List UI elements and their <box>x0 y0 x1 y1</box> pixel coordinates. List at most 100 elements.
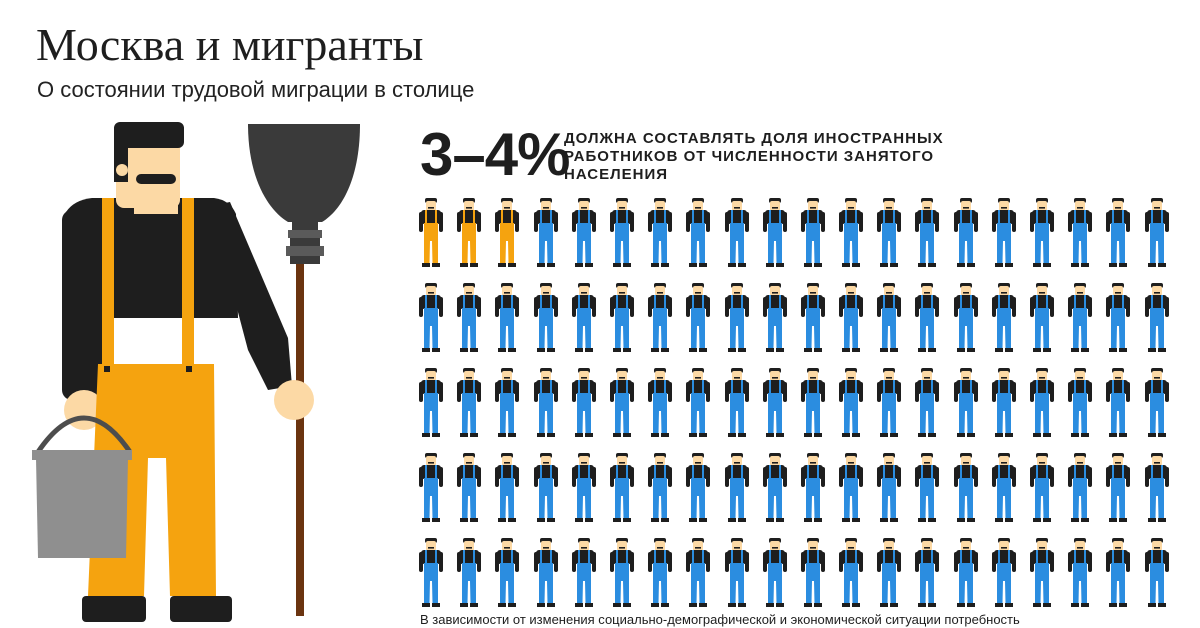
worker-icon <box>418 537 444 609</box>
worker-icon <box>647 197 673 269</box>
worker-icon <box>456 452 482 524</box>
worker-icon <box>914 197 940 269</box>
worker-icon <box>1105 367 1131 439</box>
worker-icon <box>914 537 940 609</box>
worker-icon <box>647 282 673 354</box>
worker-icon <box>609 537 635 609</box>
worker-icon <box>571 452 597 524</box>
worker-icon <box>724 197 750 269</box>
worker-icon <box>647 452 673 524</box>
worker-icon <box>685 197 711 269</box>
worker-icon <box>876 537 902 609</box>
worker-icon <box>1067 282 1093 354</box>
worker-icon <box>1144 452 1170 524</box>
worker-icon <box>762 282 788 354</box>
worker-icon <box>991 282 1017 354</box>
footnote: В зависимости от изменения социально-дем… <box>420 612 1020 627</box>
page-subtitle: О состоянии трудовой миграции в столице <box>37 77 475 102</box>
worker-icon <box>800 367 826 439</box>
worker-icon <box>609 282 635 354</box>
worker-icon <box>991 197 1017 269</box>
worker-icon <box>838 452 864 524</box>
worker-icon <box>1144 537 1170 609</box>
worker-icon <box>647 367 673 439</box>
worker-icon <box>533 537 559 609</box>
broom-icon <box>248 124 360 616</box>
worker-icon <box>418 367 444 439</box>
worker-icon <box>953 197 979 269</box>
worker-icon <box>914 282 940 354</box>
worker-pictogram-grid <box>418 197 1182 622</box>
worker-icon <box>724 537 750 609</box>
page-title: Москва и мигранты <box>36 19 424 70</box>
worker-icon <box>876 367 902 439</box>
worker-icon <box>418 452 444 524</box>
worker-icon <box>494 367 520 439</box>
worker-icon <box>991 537 1017 609</box>
stat-value: 3–4% <box>420 121 570 188</box>
worker-icon <box>800 537 826 609</box>
worker-icon <box>838 367 864 439</box>
worker-icon <box>724 367 750 439</box>
worker-icon <box>1067 197 1093 269</box>
bucket-icon <box>32 415 133 558</box>
worker-icon <box>1029 452 1055 524</box>
worker-icon <box>914 452 940 524</box>
worker-icon <box>1029 367 1055 439</box>
worker-icon <box>1105 452 1131 524</box>
worker-icon <box>456 367 482 439</box>
worker-icon <box>876 282 902 354</box>
worker-icon <box>609 197 635 269</box>
worker-icon <box>762 367 788 439</box>
worker-icon <box>1067 537 1093 609</box>
worker-icon <box>494 537 520 609</box>
worker-icon <box>1144 367 1170 439</box>
worker-icon <box>953 367 979 439</box>
worker-icon <box>647 537 673 609</box>
worker-icon <box>571 537 597 609</box>
worker-icon <box>762 452 788 524</box>
worker-icon-highlighted <box>494 197 520 269</box>
worker-icon <box>762 197 788 269</box>
worker-icon <box>1067 367 1093 439</box>
worker-icon <box>571 282 597 354</box>
worker-icon <box>762 537 788 609</box>
worker-icon <box>876 452 902 524</box>
worker-icon <box>533 367 559 439</box>
worker-icon <box>800 282 826 354</box>
worker-icon <box>724 282 750 354</box>
worker-icon <box>1029 282 1055 354</box>
worker-icon <box>876 197 902 269</box>
worker-icon <box>685 537 711 609</box>
worker-icon-highlighted <box>418 197 444 269</box>
worker-icon <box>1105 537 1131 609</box>
worker-icon <box>571 197 597 269</box>
worker-icon <box>533 282 559 354</box>
worker-icon-highlighted <box>456 197 482 269</box>
worker-icon <box>724 452 750 524</box>
worker-icon <box>838 282 864 354</box>
worker-icon <box>1144 282 1170 354</box>
worker-icon <box>838 197 864 269</box>
worker-icon <box>494 282 520 354</box>
worker-icon <box>953 537 979 609</box>
worker-icon <box>1029 197 1055 269</box>
worker-icon <box>1029 537 1055 609</box>
worker-icon <box>1144 197 1170 269</box>
worker-icon <box>914 367 940 439</box>
worker-icon <box>800 197 826 269</box>
worker-icon <box>609 367 635 439</box>
worker-icon <box>533 197 559 269</box>
worker-icon <box>571 367 597 439</box>
worker-icon <box>953 282 979 354</box>
worker-icon <box>991 367 1017 439</box>
worker-icon <box>991 452 1017 524</box>
worker-icon <box>1105 197 1131 269</box>
worker-icon <box>838 537 864 609</box>
worker-icon <box>1067 452 1093 524</box>
worker-icon <box>609 452 635 524</box>
worker-icon <box>1105 282 1131 354</box>
worker-icon <box>685 282 711 354</box>
worker-icon <box>800 452 826 524</box>
worker-icon <box>494 452 520 524</box>
